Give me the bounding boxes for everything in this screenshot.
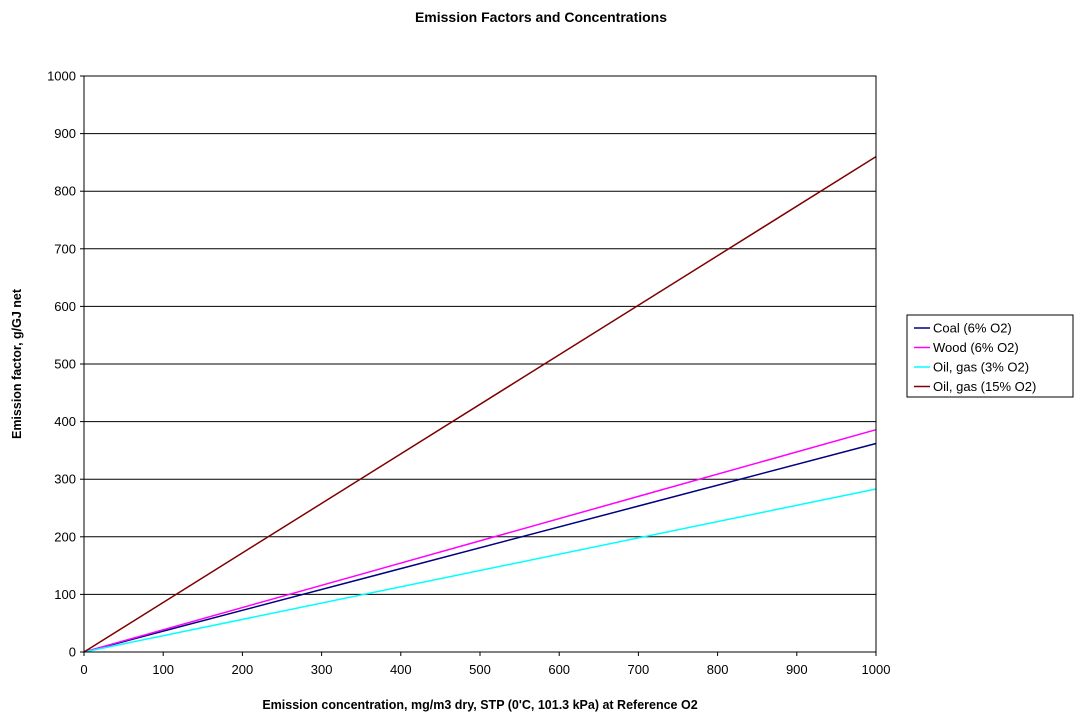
y-tick-label: 0 — [69, 645, 76, 660]
y-tick-label: 900 — [54, 126, 76, 141]
x-tick-label: 0 — [80, 662, 87, 677]
legend-label: Oil, gas (15% O2) — [933, 379, 1036, 394]
y-tick-label: 100 — [54, 587, 76, 602]
y-tick-label: 700 — [54, 241, 76, 256]
x-tick-label: 500 — [469, 662, 491, 677]
y-tick-label: 600 — [54, 299, 76, 314]
series-line-3 — [83, 488, 877, 653]
x-tick-label: 800 — [707, 662, 729, 677]
y-tick-label: 1000 — [47, 69, 76, 84]
legend: Coal (6% O2) Wood (6% O2) Oil, gas (3% O2)… — [906, 314, 1074, 398]
y-axis-ticks: 0 100 200 300 400 500 600 700 800 900 1000 — [47, 69, 84, 660]
legend-label: Oil, gas (3% O2) — [933, 360, 1029, 375]
legend-box — [906, 314, 1074, 398]
y-tick-label: 200 — [54, 529, 76, 544]
gridlines — [84, 133, 876, 595]
legend-label: Wood (6% O2) — [933, 340, 1019, 355]
y-tick-label: 500 — [54, 357, 76, 372]
x-tick-label: 300 — [311, 662, 333, 677]
chart-title: Emission Factors and Concentrations — [415, 9, 667, 25]
y-tick-label: 400 — [54, 414, 76, 429]
plot-series — [83, 156, 877, 653]
series-line-1 — [83, 442, 877, 653]
series-line-4 — [83, 156, 877, 653]
x-tick-label: 100 — [152, 662, 174, 677]
y-tick-label: 800 — [54, 184, 76, 199]
series-line-2 — [83, 428, 877, 653]
x-axis-label: Emission concentration, mg/m3 dry, STP (… — [262, 698, 697, 712]
y-axis-label: Emission factor, g/GJ net — [10, 288, 24, 439]
x-axis-ticks: 0 100 200 300 400 500 600 700 800 900 1000 — [80, 652, 890, 677]
x-tick-label: 200 — [232, 662, 254, 677]
y-tick-label: 300 — [54, 472, 76, 487]
legend-label: Coal (6% O2) — [933, 321, 1012, 336]
x-tick-label: 400 — [390, 662, 412, 677]
x-tick-label: 600 — [548, 662, 570, 677]
x-tick-label: 700 — [628, 662, 650, 677]
x-tick-label: 900 — [786, 662, 808, 677]
x-tick-label: 1000 — [862, 662, 891, 677]
